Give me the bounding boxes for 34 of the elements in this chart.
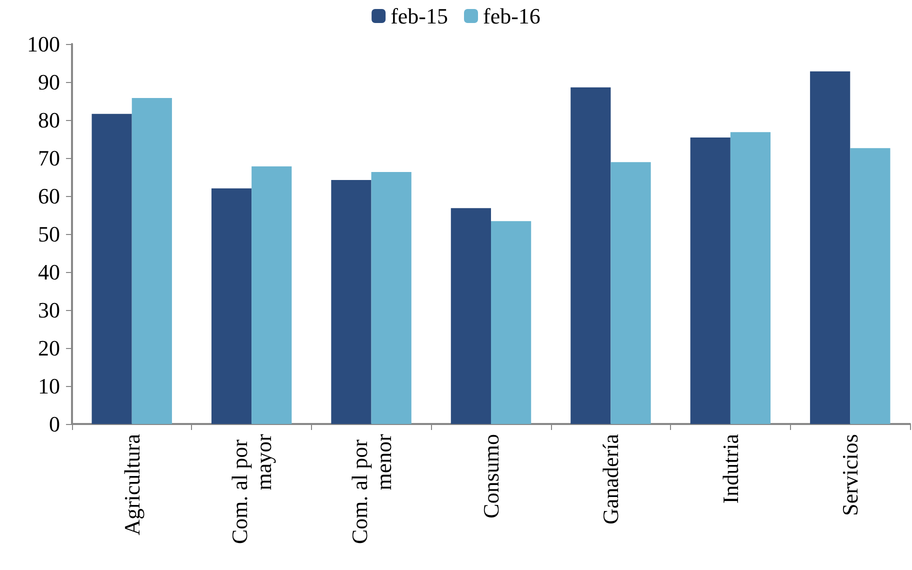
y-tick-label: 0 bbox=[49, 412, 60, 436]
y-tick-label: 30 bbox=[38, 298, 60, 322]
bar bbox=[450, 208, 491, 424]
y-tick-label: 10 bbox=[38, 374, 60, 398]
x-tick-label: Consumo bbox=[478, 434, 504, 518]
y-tick-label: 80 bbox=[38, 108, 60, 132]
y-tick-label: 50 bbox=[38, 222, 60, 246]
bar bbox=[92, 114, 132, 424]
y-tick-label: 60 bbox=[38, 184, 60, 208]
bar bbox=[211, 188, 252, 424]
bar bbox=[810, 71, 850, 424]
x-tick-label: Servicios bbox=[838, 434, 863, 516]
y-tick-label: 100 bbox=[27, 32, 60, 56]
y-tick-label: 20 bbox=[38, 336, 60, 360]
bar bbox=[371, 172, 412, 424]
y-tick-label: 40 bbox=[38, 260, 60, 284]
bar bbox=[132, 98, 172, 424]
x-tick-label: Agricultura bbox=[119, 434, 144, 536]
bar bbox=[730, 132, 771, 424]
bar bbox=[610, 162, 651, 424]
x-tick-label: Com. al por menor bbox=[346, 433, 396, 544]
bar bbox=[850, 148, 890, 424]
y-tick-label: 90 bbox=[38, 70, 60, 94]
x-tick-label: Indutria bbox=[718, 434, 743, 504]
bar bbox=[331, 180, 372, 424]
legend-label: feb-15 bbox=[390, 4, 448, 28]
bar bbox=[690, 137, 730, 424]
y-tick-label: 70 bbox=[38, 146, 60, 170]
bar bbox=[491, 221, 532, 424]
bar bbox=[570, 87, 611, 424]
x-tick-label: Com. al por mayor bbox=[227, 433, 276, 544]
x-tick-label: Ganadería bbox=[598, 434, 624, 524]
legend-label: feb-16 bbox=[483, 4, 540, 28]
bar bbox=[252, 166, 292, 424]
